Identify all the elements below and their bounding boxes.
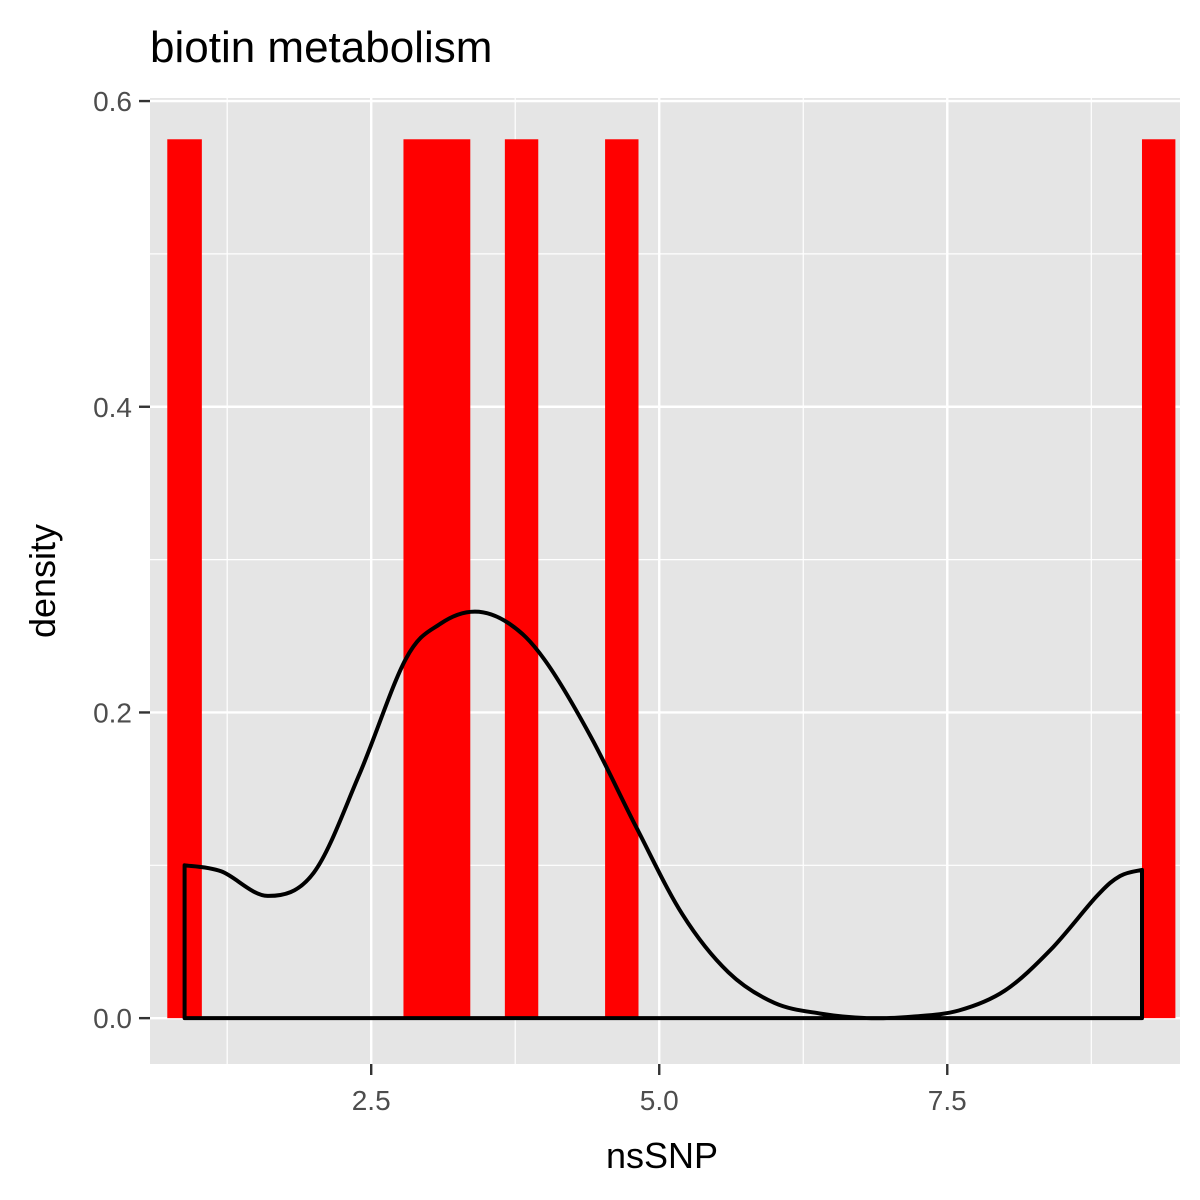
y-tick-label: 0.0 [93, 1003, 132, 1034]
histogram-bars [167, 139, 1176, 1019]
histogram-bar [504, 139, 539, 1019]
axes: 0.0 0.2 0.4 0.6 2.5 5.0 7.5 [93, 86, 967, 1116]
x-axis-title: nsSNP [606, 1135, 718, 1176]
density-curve [182, 609, 1144, 1021]
y-tick-label: 0.4 [93, 392, 132, 423]
density-curve-line [182, 609, 1144, 1021]
y-tick-label: 0.6 [93, 86, 132, 117]
y-tick-label: 0.2 [93, 697, 132, 728]
plot-panel [150, 98, 1180, 1064]
histogram-bar [605, 139, 639, 1019]
histogram-bar [1141, 139, 1176, 1019]
chart-title: biotin metabolism [150, 23, 492, 72]
histogram-bar [403, 139, 471, 1019]
x-tick-label: 2.5 [352, 1085, 391, 1116]
x-tick-label: 7.5 [928, 1085, 967, 1116]
x-tick-label: 5.0 [640, 1085, 679, 1116]
y-axis-title: density [22, 524, 63, 638]
